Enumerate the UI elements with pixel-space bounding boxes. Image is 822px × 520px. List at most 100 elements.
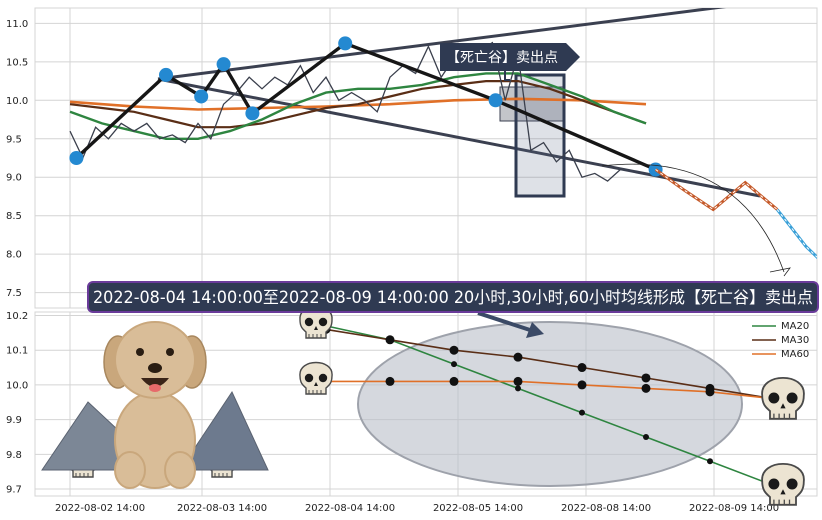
zigzag-pivot-point: [488, 93, 503, 108]
skull-eye-right: [318, 317, 328, 327]
top-y-tick-label: 7.5: [6, 288, 22, 299]
banner-arrow-head: [526, 322, 544, 338]
signal-banner: 2022-08-04 14:00:00至2022-08-09 14:00:00 …: [87, 281, 819, 313]
top-panel-grid: [34, 7, 818, 309]
bottom-ma60-point: [641, 383, 651, 393]
bottom-ma20-point: [515, 385, 521, 392]
zigzag-pivot-point: [69, 151, 84, 165]
top-panel-frame: [34, 7, 818, 309]
forecast-arc-head: [769, 267, 791, 277]
bottom-y-tick-label: 10.0: [6, 380, 28, 391]
highlight-box-small: [499, 86, 565, 122]
puppy-icon: [103, 321, 207, 489]
bottom-ma60-point: [577, 380, 587, 390]
bottom-ma30-point: [641, 373, 651, 383]
skull-icon: [299, 305, 333, 339]
lower-trendline: [157, 77, 761, 198]
skull-eye-left: [768, 478, 780, 490]
puppy-eye-right: [166, 348, 174, 356]
skull-icon: [299, 361, 333, 395]
top-y-tick-label: 11.0: [6, 19, 28, 30]
forecast-path-orange: [654, 168, 779, 212]
legend-label-ma60: MA60: [781, 349, 809, 360]
skull-head: [299, 361, 333, 395]
top-y-tick-label: 8.5: [6, 211, 22, 222]
mountain-right-icon: [179, 390, 269, 471]
banner-arrow-shaft: [477, 311, 531, 332]
x-tick-label: 2022-08-02 14:00: [55, 503, 145, 514]
skull-nose: [780, 403, 786, 409]
skull-head: [761, 376, 805, 420]
death-valley-ellipse: [357, 321, 743, 487]
top-panel-plot: [69, 8, 817, 277]
skull-teeth: [773, 499, 791, 505]
top-y-tick-label: 9.0: [6, 173, 22, 184]
skull-head: [761, 462, 805, 506]
bottom-ma30-point: [513, 352, 523, 362]
bottom-ma20-point: [451, 361, 457, 368]
bottom-ma30-line: [325, 328, 775, 400]
skull-nose: [314, 326, 318, 330]
upper-trendline: [157, 8, 727, 81]
axis-ticks: 11.0 10.5 10.0 9.5 9.0 8.5 8.0 7.5 10.2 10.1 10.0 9…: [6, 19, 779, 514]
x-tick-label: 2022-08-04 14:00: [305, 503, 395, 514]
skull-eye-left: [304, 373, 314, 383]
signal-banner-text: 2022-08-04 14:00:00至2022-08-09 14:00:00 …: [93, 288, 813, 307]
bottom-ma30-point: [385, 335, 395, 345]
zigzag-pivot-point: [338, 36, 353, 51]
bottom-y-tick-label: 9.9: [6, 415, 22, 426]
death-valley-tag-text: 【死亡谷】卖出点: [446, 50, 558, 66]
bottom-ma60-line: [326, 380, 775, 400]
skull-nose: [314, 382, 318, 386]
x-tick-label: 2022-08-03 14:00: [177, 503, 267, 514]
puppy-paw-left: [114, 451, 146, 489]
puppy-tongue: [149, 384, 161, 392]
price-line: [69, 41, 621, 182]
ma60-line: [69, 97, 647, 111]
top-y-tick-label: 10.0: [6, 96, 28, 107]
puppy-eye-left: [136, 348, 144, 356]
legend-label-ma20: MA20: [781, 321, 809, 332]
bottom-ma60-point: [449, 376, 459, 386]
zigzag-pivot-point: [194, 89, 209, 104]
puppy-nose: [148, 363, 162, 373]
skull-nose: [780, 489, 786, 495]
skull-eye-left: [304, 317, 314, 327]
skull-icon: [761, 462, 805, 506]
bottom-ma60-point: [705, 387, 715, 397]
bottom-ma30-point: [577, 363, 587, 373]
bottom-ma20-point: [707, 458, 713, 465]
puppy-paw-right: [164, 451, 196, 489]
x-tick-label: 2022-08-05 14:00: [433, 503, 523, 514]
top-y-tick-label: 10.5: [6, 57, 28, 68]
legend-label-ma30: MA30: [781, 335, 809, 346]
x-tick-label: 2022-08-08 14:00: [561, 503, 651, 514]
ma30-line: [69, 79, 647, 129]
zigzag-pivot-point: [216, 57, 231, 72]
zigzag-pivot-point: [245, 106, 260, 121]
puppy-head: [114, 321, 196, 399]
top-y-tick-label: 9.5: [6, 134, 22, 145]
bottom-ma60-point: [385, 376, 395, 386]
bottom-y-tick-label: 9.8: [6, 450, 22, 461]
bottom-ma60-point: [513, 376, 523, 386]
bottom-y-tick-label: 9.7: [6, 485, 22, 496]
skull-teeth: [214, 473, 228, 477]
bottom-ma20-point: [579, 409, 585, 416]
bottom-panel-plot: [321, 321, 779, 489]
top-y-tick-label: 8.0: [6, 250, 22, 261]
puppy-mouth: [141, 378, 169, 387]
skull-icon: [761, 376, 805, 420]
skull-eye-left: [768, 392, 780, 404]
bottom-ma20-line: [325, 325, 775, 487]
skull-teeth: [75, 473, 89, 477]
skull-teeth: [308, 334, 322, 338]
x-tick-label: 2022-08-09 14:00: [689, 503, 779, 514]
tag-pointer: [504, 71, 510, 81]
ma20-line: [69, 72, 647, 141]
death-valley-tag: 【死亡谷】卖出点: [440, 43, 580, 71]
decorations: [41, 71, 805, 506]
skull-teeth: [773, 413, 791, 419]
forecast-path-blue: [776, 208, 817, 260]
